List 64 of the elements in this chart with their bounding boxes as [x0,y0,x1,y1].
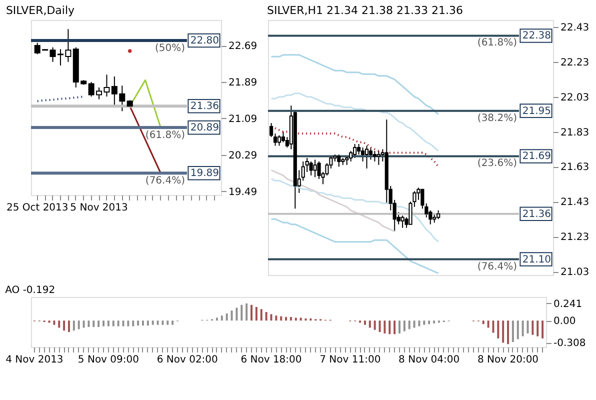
candlestick [309,160,313,176]
chart-title: SILVER,Daily [6,4,76,17]
candlestick [357,144,361,155]
y-tick-label: 22.43 [560,22,590,34]
ref-line-label: 19.89 [190,168,219,180]
candlestick [337,154,341,168]
line-series [270,218,440,274]
ref-line-label: 21.10 [522,254,551,266]
y-tick-label: 21.89 [228,77,258,88]
line-series [270,178,440,243]
candlestick [368,147,373,160]
candlestick [372,150,376,162]
y-tick-label: 21.83 [560,127,590,138]
ref-line-label: 21.36 [190,101,219,112]
candlestick [277,134,282,146]
candlestick [424,202,428,218]
y-tick-label: 20.29 [228,150,258,162]
x-tick-label: 8 Nov 20:00 [477,354,539,366]
chart-title: SILVER,H1 21.34 21.38 21.33 21.36 [267,4,463,17]
candlestick [364,145,369,169]
x-tick-label: 5 Nov 2013 [70,202,128,214]
y-tick-label: 21.09 [228,114,258,125]
y-tick-label: 21.03 [560,267,590,278]
line-series [270,92,440,152]
y-tick-label: 21.63 [560,162,590,174]
annotation: (61.8%) [477,38,518,49]
y-tick-label: -0.308 [554,338,586,350]
annotation: (76.4%) [145,176,186,187]
candlestick [353,144,357,158]
y-tick-label: 22.03 [560,92,590,104]
annotation: (50%) [154,43,186,54]
candlestick [376,150,380,166]
x-tick-label: 8 Nov 04:00 [398,354,460,366]
y-tick-label: 21.43 [560,197,590,208]
annotation: (61.8%) [145,130,186,142]
line-series [270,169,396,232]
ref-line-label: 20.89 [190,122,219,134]
y-tick-label: 21.23 [560,232,590,244]
y-tick-label: 0.241 [554,298,582,310]
candlestick [400,215,404,228]
x-tick-label: 6 Nov 02:00 [156,354,218,366]
ref-line-label: 21.95 [522,106,551,117]
annotation: (38.2%) [477,112,518,124]
chart-title: AO -0.192 [5,285,56,296]
candlestick [349,150,353,162]
line-series [270,54,440,116]
line-series [270,126,440,168]
ref-line-label: 22.38 [522,30,551,42]
annotation: (76.4%) [477,261,518,272]
ref-line-label: 21.36 [522,208,551,220]
annotation: (23.6%) [477,158,518,170]
candlestick [313,159,317,178]
x-tick-label: 4 Nov 2013 [6,354,64,366]
x-tick-label: 6 Nov 18:00 [240,354,302,366]
ref-line-label: 22.80 [190,36,219,47]
y-tick-label: 22.69 [228,41,258,52]
x-tick-label: 5 Nov 09:00 [78,354,139,366]
y-tick-label: 22.23 [560,57,590,68]
x-tick-label: 25 Oct 2013 [6,202,68,214]
x-tick-label: 7 Nov 11:00 [320,354,381,366]
ref-line-label: 21.69 [522,151,551,162]
y-tick-label: 19.49 [228,186,258,198]
candlestick [360,147,365,162]
y-tick-label: 0.00 [554,316,576,328]
